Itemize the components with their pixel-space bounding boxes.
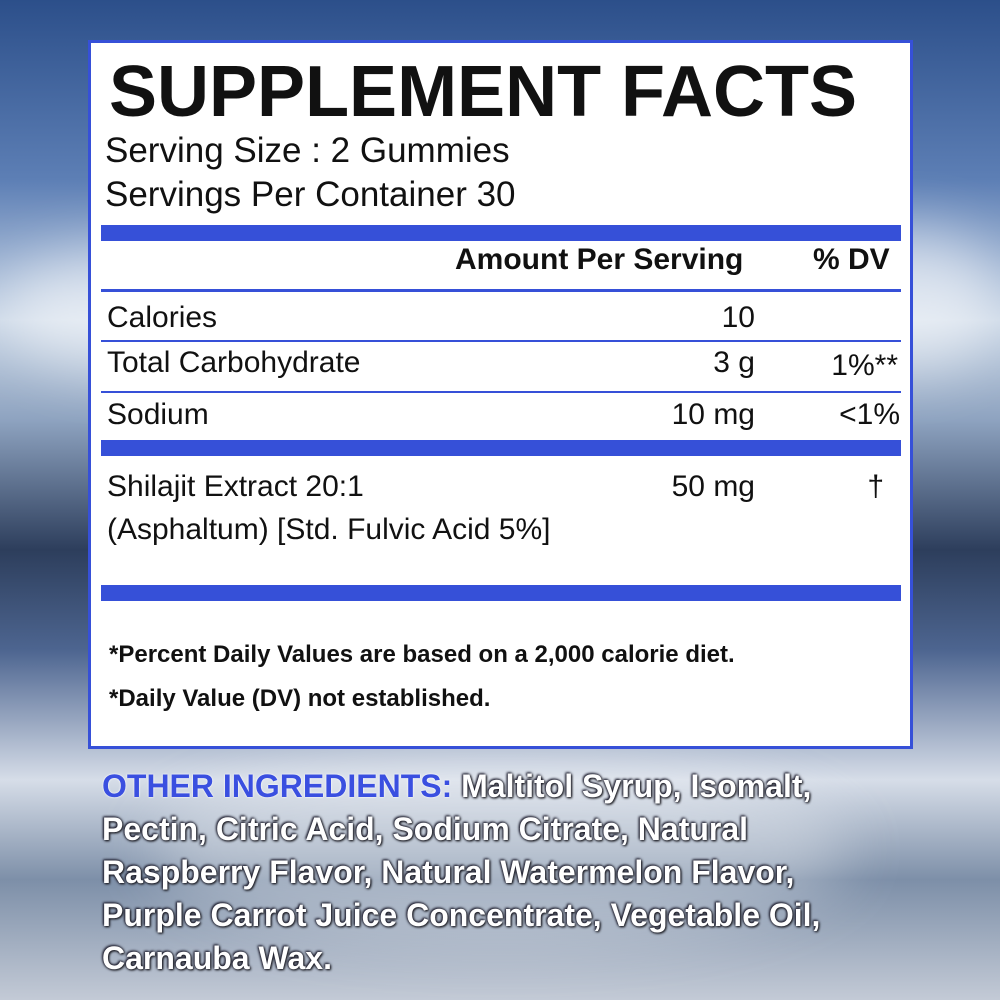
supplement-facts-panel: SUPPLEMENT FACTS Serving Size : 2 Gummie… <box>88 40 913 749</box>
row-amount: 10 mg <box>671 398 755 431</box>
row-amount: 50 mg <box>671 470 755 503</box>
dv-header: % DV <box>813 243 890 276</box>
row-name-detail: (Asphaltum) [Std. Fulvic Acid 5%] <box>107 513 551 546</box>
divider <box>101 225 901 241</box>
divider <box>101 585 901 601</box>
servings-per-container: Servings Per Container 30 <box>105 175 516 214</box>
divider <box>101 440 901 456</box>
divider <box>101 289 901 292</box>
row-dv: † <box>867 470 884 503</box>
footnote: *Percent Daily Values are based on a 2,0… <box>109 641 735 668</box>
row-name: Sodium <box>107 398 209 431</box>
divider <box>101 391 901 393</box>
row-amount: 10 <box>721 301 755 334</box>
divider <box>101 340 901 342</box>
page-title: SUPPLEMENT FACTS <box>109 52 858 132</box>
serving-size: Serving Size : 2 Gummies <box>105 131 510 170</box>
row-dv: <1% <box>839 398 900 431</box>
footnote: *Daily Value (DV) not established. <box>109 685 491 712</box>
other-ingredients-label: OTHER INGREDIENTS: <box>102 768 453 804</box>
cloud <box>150 760 850 940</box>
row-name: Calories <box>107 301 218 334</box>
row-dv: 1%** <box>831 349 898 382</box>
other-ingredients-text: Maltitol Syrup, Isomalt, Pectin, Citric … <box>102 768 821 976</box>
row-amount: 3 g <box>713 346 755 379</box>
other-ingredients: OTHER INGREDIENTS: Maltitol Syrup, Isoma… <box>102 765 892 980</box>
amount-header: Amount Per Serving <box>455 243 744 276</box>
row-name: Shilajit Extract 20:1 <box>107 470 364 503</box>
row-name: Total Carbohydrate <box>107 346 361 379</box>
